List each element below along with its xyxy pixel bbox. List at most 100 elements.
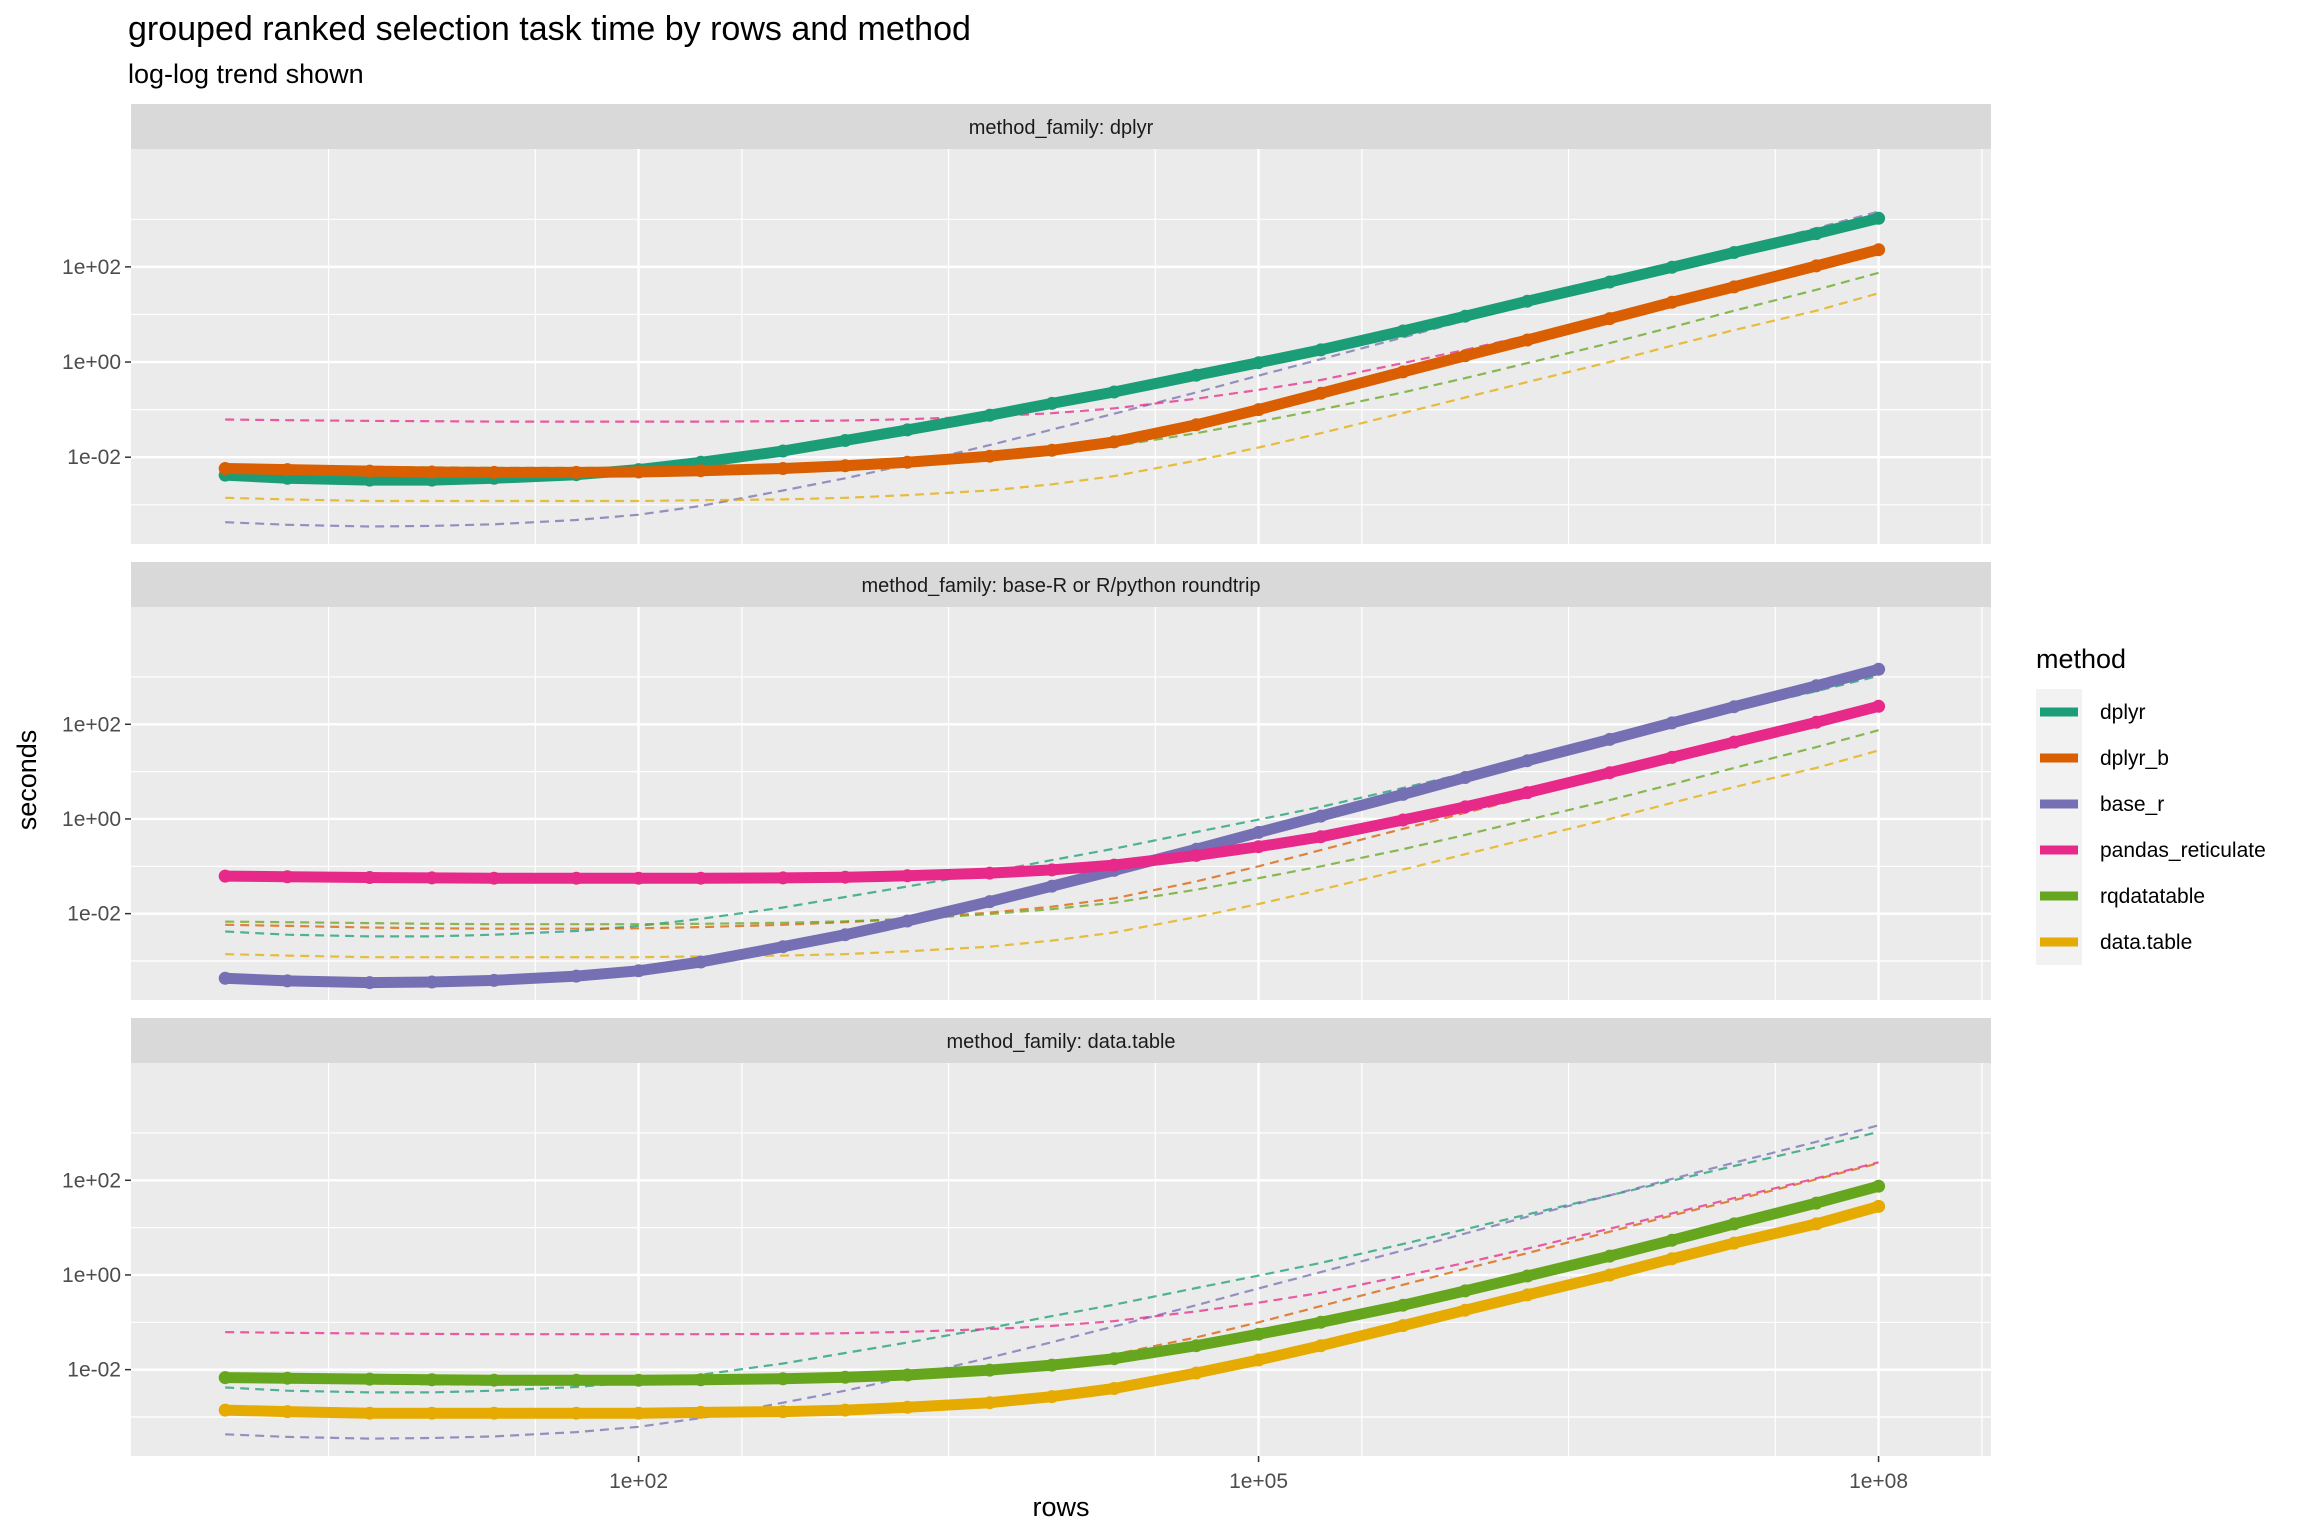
data-point-rqdatatable (1603, 1249, 1617, 1263)
y-tick-label: 1e+00 (62, 1264, 121, 1287)
data-point-dplyr_b (1520, 333, 1534, 347)
data-point-dplyr_b (694, 464, 708, 478)
data-point-base_r (1314, 809, 1328, 823)
legend-label-rqdatatable: rqdatatable (2100, 885, 2205, 908)
data-point-base_r (1045, 879, 1059, 893)
data-point-base_r (1520, 754, 1534, 768)
data-point-data.table (1458, 1303, 1472, 1317)
data-point-dplyr_b (1045, 443, 1059, 457)
data-point-base_r (1809, 679, 1823, 693)
data-point-base_r (280, 974, 294, 988)
data-point-dplyr (1458, 309, 1472, 323)
data-point-dplyr (900, 423, 914, 437)
reference-trend-data.table (225, 292, 1879, 503)
data-point-rqdatatable (1107, 1352, 1121, 1366)
x-tick-label: 1e+05 (1229, 1470, 1288, 1493)
data-point-data.table (1189, 1366, 1203, 1380)
data-point-rqdatatable (1809, 1196, 1823, 1210)
legend-label-dplyr_b: dplyr_b (2100, 747, 2169, 770)
y-tick-label: 1e-02 (67, 903, 121, 926)
data-point-pandas_reticulate (425, 871, 439, 885)
legend-label-base_r: base_r (2100, 793, 2164, 816)
y-tick-label: 1e+02 (62, 256, 121, 279)
y-tick-label: 1e+02 (62, 713, 121, 736)
data-point-data.table (1252, 1353, 1266, 1367)
data-point-dplyr_b (776, 462, 790, 475)
data-point-data.table (425, 1406, 439, 1420)
data-point-dplyr (1189, 368, 1203, 382)
data-point-data.table (694, 1405, 708, 1419)
x-tick-label: 1e+08 (1849, 1470, 1908, 1493)
data-point-data.table (487, 1406, 501, 1420)
data-point-data.table (983, 1396, 997, 1410)
data-point-base_r (1727, 700, 1741, 714)
data-point-pandas_reticulate (363, 871, 377, 884)
reference-trend-data.table (225, 749, 1879, 959)
data-point-dplyr (1809, 227, 1823, 241)
data-point-data.table (776, 1405, 790, 1419)
data-point-base_r (694, 955, 708, 969)
x-axis-ticks: 1e+02 1e+05 1e+08 (609, 1456, 1908, 1493)
chart-title: grouped ranked selection task time by ro… (128, 10, 971, 48)
data-point-pandas_reticulate (1665, 750, 1679, 764)
data-point-base_r (1603, 732, 1617, 746)
data-point-dplyr (1520, 294, 1534, 308)
data-point-pandas_reticulate (1872, 699, 1886, 713)
data-point-dplyr_b (1396, 365, 1410, 379)
data-point-data.table (1665, 1252, 1679, 1266)
data-point-rqdatatable (1458, 1284, 1472, 1298)
data-point-dplyr_b (363, 464, 377, 478)
legend-title: method (2036, 644, 2126, 674)
facet-strip (131, 562, 1991, 607)
data-point-rqdatatable (1252, 1327, 1266, 1341)
data-point-base_r (1252, 825, 1266, 839)
data-point-data.table (1520, 1288, 1534, 1302)
data-point-rqdatatable (1189, 1339, 1203, 1353)
data-point-dplyr_b (280, 463, 294, 477)
data-point-pandas_reticulate (1727, 735, 1741, 749)
data-point-dplyr_b (1189, 418, 1203, 432)
data-point-data.table (1727, 1236, 1741, 1250)
data-point-dplyr (983, 408, 997, 422)
data-point-dplyr_b (632, 465, 646, 479)
data-point-dplyr (1603, 275, 1617, 289)
data-point-rqdatatable (983, 1363, 997, 1377)
data-point-pandas_reticulate (218, 869, 232, 883)
data-point-pandas_reticulate (983, 866, 997, 880)
data-point-pandas_reticulate (569, 871, 583, 885)
data-point-base_r (569, 969, 583, 983)
data-point-dplyr_b (1665, 295, 1679, 309)
reference-trend-base_r (225, 1124, 1879, 1440)
data-point-data.table (280, 1405, 294, 1419)
data-point-data.table (900, 1400, 914, 1414)
data-point-dplyr (1314, 343, 1328, 357)
facet-strip-label: method_family: dplyr (969, 117, 1154, 139)
x-axis-label: rows (1032, 1492, 1089, 1522)
reference-trend-pandas_reticulate (225, 1161, 1879, 1336)
y-tick-label: 1e-02 (67, 1359, 121, 1382)
data-point-dplyr_b (1314, 386, 1328, 400)
data-point-base_r (900, 914, 914, 928)
data-point-rqdatatable (1520, 1269, 1534, 1283)
data-point-data.table (632, 1406, 646, 1420)
data-point-pandas_reticulate (900, 869, 914, 883)
data-point-rqdatatable (1727, 1217, 1741, 1231)
data-point-data.table (1045, 1390, 1059, 1404)
data-point-pandas_reticulate (1809, 715, 1823, 729)
data-point-data.table (363, 1406, 377, 1420)
facet-panels: method_family: dplyr1e-021e+001e+02metho… (62, 104, 1991, 1456)
chart-subtitle: log-log trend shown (128, 59, 364, 89)
legend-label-data.table: data.table (2100, 931, 2192, 954)
data-point-dplyr_b (900, 455, 914, 469)
data-point-dplyr_b (218, 462, 232, 475)
data-point-data.table (1314, 1339, 1328, 1353)
data-point-rqdatatable (218, 1371, 232, 1385)
data-point-data.table (1107, 1382, 1121, 1395)
y-tick-label: 1e+00 (62, 351, 121, 374)
data-point-base_r (776, 940, 790, 954)
data-point-pandas_reticulate (1603, 766, 1617, 780)
data-point-dplyr (1396, 324, 1410, 338)
data-point-base_r (487, 973, 501, 987)
data-point-pandas_reticulate (1458, 800, 1472, 814)
data-point-data.table (1396, 1319, 1410, 1333)
